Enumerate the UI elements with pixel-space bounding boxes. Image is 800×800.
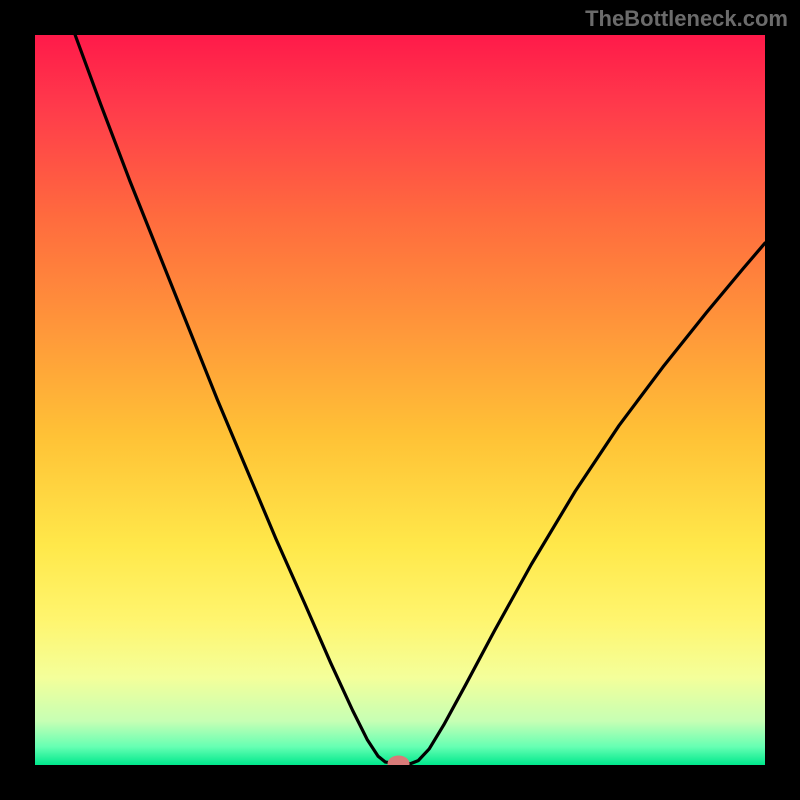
watermark-text: TheBottleneck.com bbox=[585, 6, 788, 32]
bottleneck-chart: TheBottleneck.com bbox=[0, 0, 800, 800]
chart-canvas bbox=[0, 0, 800, 800]
plot-background bbox=[35, 35, 765, 765]
